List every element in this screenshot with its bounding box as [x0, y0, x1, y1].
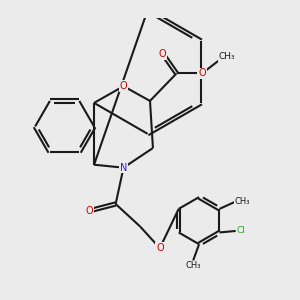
Text: N: N — [120, 163, 127, 173]
Text: O: O — [198, 68, 206, 78]
Text: CH₃: CH₃ — [185, 261, 201, 270]
Text: CH₃: CH₃ — [234, 197, 250, 206]
Text: Cl: Cl — [236, 226, 245, 236]
Text: O: O — [85, 206, 93, 216]
Text: CH₃: CH₃ — [218, 52, 235, 61]
Text: O: O — [120, 81, 127, 91]
Text: O: O — [156, 243, 164, 253]
Text: O: O — [159, 49, 166, 59]
